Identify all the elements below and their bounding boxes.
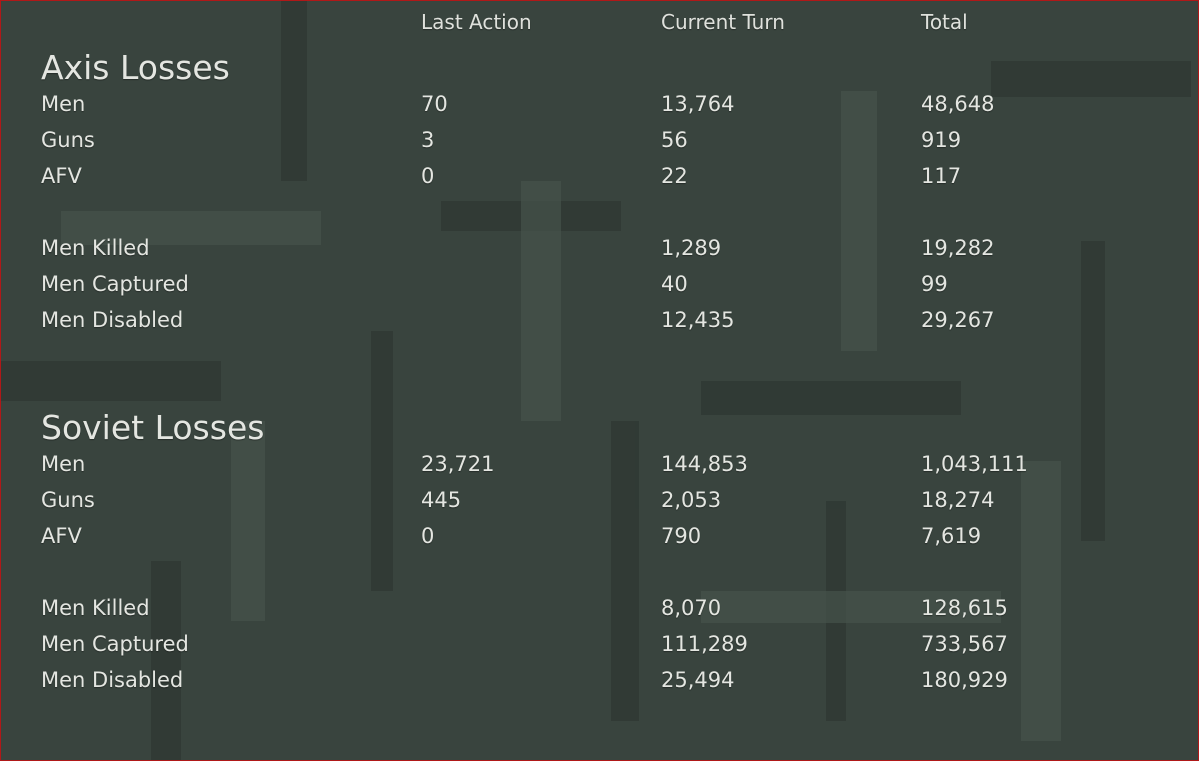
row-label: Men <box>41 92 86 116</box>
cell-value: 7,619 <box>921 524 982 548</box>
cell-value: 19,282 <box>921 236 995 260</box>
row-label: Men Captured <box>41 632 189 656</box>
cell-value: 70 <box>421 92 448 116</box>
cell-value: 1,043,111 <box>921 452 1028 476</box>
cell-value: 1,289 <box>661 236 722 260</box>
cell-value: 2,053 <box>661 488 722 512</box>
section-title: Axis Losses <box>41 48 230 87</box>
row-label: Men Disabled <box>41 308 184 332</box>
row-label: Men Killed <box>41 596 150 620</box>
cell-value: 790 <box>661 524 702 548</box>
cell-value: 117 <box>921 164 962 188</box>
section-title: Soviet Losses <box>41 408 265 447</box>
row-label: Men Killed <box>41 236 150 260</box>
cell-value: 22 <box>661 164 688 188</box>
row-label: Men Captured <box>41 272 189 296</box>
cell-value: 128,615 <box>921 596 1008 620</box>
cell-value: 144,853 <box>661 452 748 476</box>
cell-value: 40 <box>661 272 688 296</box>
cell-value: 8,070 <box>661 596 722 620</box>
cell-value: 25,494 <box>661 668 735 692</box>
row-label: Men <box>41 452 86 476</box>
cell-value: 919 <box>921 128 962 152</box>
cell-value: 23,721 <box>421 452 495 476</box>
cell-value: 12,435 <box>661 308 735 332</box>
cell-value: 180,929 <box>921 668 1008 692</box>
column-header: Current Turn <box>661 10 785 34</box>
cell-value: 48,648 <box>921 92 995 116</box>
cell-value: 99 <box>921 272 948 296</box>
cell-value: 111,289 <box>661 632 748 656</box>
cell-value: 56 <box>661 128 688 152</box>
cell-value: 733,567 <box>921 632 1008 656</box>
row-label: AFV <box>41 524 82 548</box>
row-label: Men Disabled <box>41 668 184 692</box>
cell-value: 29,267 <box>921 308 995 332</box>
cell-value: 13,764 <box>661 92 735 116</box>
cell-value: 0 <box>421 164 435 188</box>
row-label: AFV <box>41 164 82 188</box>
row-label: Guns <box>41 128 95 152</box>
cell-value: 3 <box>421 128 435 152</box>
cell-value: 445 <box>421 488 462 512</box>
cell-value: 18,274 <box>921 488 995 512</box>
column-header: Total <box>921 10 968 34</box>
column-header: Last Action <box>421 10 532 34</box>
cell-value: 0 <box>421 524 435 548</box>
row-label: Guns <box>41 488 95 512</box>
